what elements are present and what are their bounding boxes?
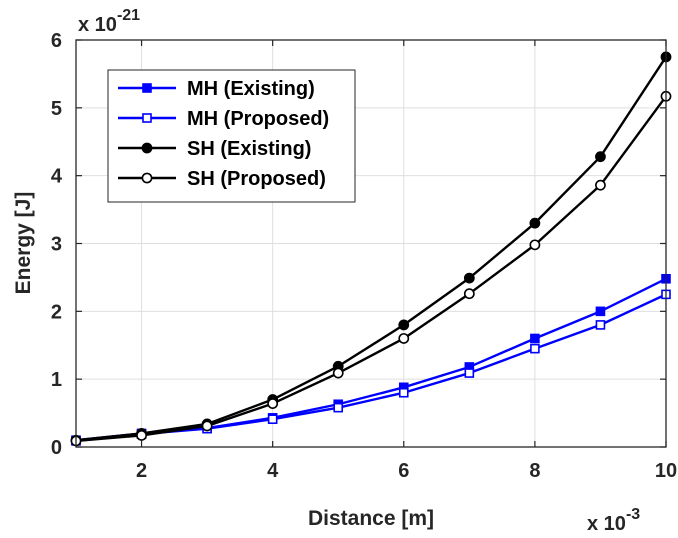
y-exponent-base: x 10 [78, 14, 117, 36]
grid [76, 39, 667, 448]
data-point-series-1 [530, 343, 540, 354]
legend-label-0: MH (Existing) [187, 78, 315, 100]
y-axis-label: Energy [J] [12, 192, 35, 295]
data-point-series-3 [529, 239, 541, 251]
y-tick-label: 0 [51, 437, 62, 459]
x-exponent-power: -3 [626, 506, 640, 523]
legend-marker-1 [142, 113, 152, 123]
data-point-series-2 [595, 151, 606, 163]
data-point-series-3 [332, 367, 344, 379]
legend-label-2: SH (Existing) [187, 138, 311, 160]
series-line-2 [75, 56, 668, 442]
y-tick-label: 5 [51, 98, 62, 120]
x-axis-label: Distance [m] [308, 507, 434, 530]
series-markers [70, 51, 672, 447]
data-point-series-3 [398, 333, 410, 344]
y-tick-labels: 0 1 2 3 4 5 6 [51, 30, 63, 459]
data-point-series-1 [464, 368, 475, 378]
series-line-3 [75, 95, 667, 443]
data-point-series-3 [595, 179, 606, 191]
data-point-series-3 [136, 430, 147, 441]
legend-marker-0 [142, 83, 152, 93]
y-tick-label: 6 [51, 30, 62, 52]
y-exponent-label: x 10-21 [78, 7, 140, 36]
x-tick-label: 2 [136, 460, 147, 482]
series-lines [75, 56, 668, 443]
data-point-series-1 [333, 402, 344, 413]
data-point-series-1 [595, 320, 606, 330]
legend-label-3: SH (Proposed) [187, 168, 326, 190]
data-point-series-2 [529, 217, 541, 229]
axis-ticks [76, 39, 667, 448]
data-point-series-0 [595, 306, 606, 317]
x-exponent-label: x 10-3 [587, 506, 640, 535]
data-point-series-1 [267, 414, 278, 424]
legend: MH (Existing) MH (Proposed) SH (Existing) S… [107, 69, 356, 203]
y-tick-label: 2 [51, 301, 62, 323]
x-tick-label: 10 [655, 460, 677, 482]
data-point-series-3 [201, 420, 213, 432]
data-point-series-2 [463, 272, 475, 284]
y-tick-label: 4 [51, 166, 63, 188]
x-tick-labels: 2 4 6 8 10 [136, 460, 677, 482]
data-point-series-2 [398, 319, 410, 331]
data-point-series-3 [463, 288, 475, 300]
legend-label-1: MH (Proposed) [187, 108, 329, 130]
data-point-series-3 [267, 398, 279, 409]
legend-marker-3 [141, 172, 153, 184]
x-exponent-base: x 10 [587, 513, 626, 535]
x-tick-label: 6 [398, 460, 409, 482]
y-exponent-power: -21 [117, 7, 140, 24]
y-tick-label: 3 [51, 234, 62, 256]
x-tick-label: 4 [267, 460, 279, 482]
legend-marker-2 [141, 142, 153, 154]
y-tick-label: 1 [51, 369, 62, 391]
x-tick-label: 8 [529, 460, 540, 482]
data-point-series-1 [398, 387, 409, 398]
data-point-series-0 [530, 333, 540, 344]
legend-entries: MH (Existing) MH (Proposed) SH (Existing) S… [118, 78, 329, 190]
